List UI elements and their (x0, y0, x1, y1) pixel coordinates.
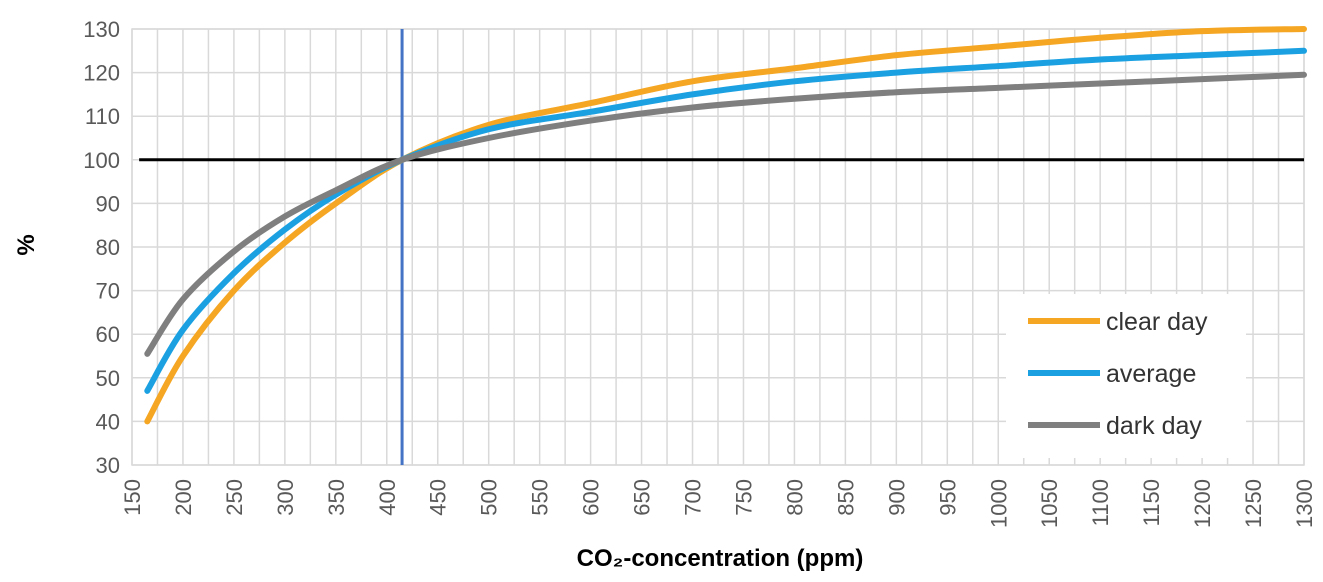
x-tick-label: 1150 (1139, 479, 1164, 526)
y-tick-label: 50 (96, 366, 120, 391)
x-tick-label: 850 (833, 479, 858, 516)
y-tick-label: 90 (96, 191, 120, 216)
x-tick-label: 950 (935, 479, 960, 516)
x-tick-label: 450 (426, 479, 451, 516)
x-tick-label: 200 (171, 479, 196, 516)
reference-lines (139, 29, 1304, 465)
x-tick-label: 1050 (1037, 479, 1062, 528)
series-line-dark-day (144, 71, 1307, 357)
y-tick-label: 30 (96, 453, 120, 478)
x-axis-title: CO₂-concentration (ppm) (577, 545, 864, 572)
y-tick-label: 120 (83, 61, 120, 86)
x-tick-label: 150 (120, 479, 145, 516)
x-tick-label: 700 (681, 479, 706, 516)
legend-label: average (1106, 360, 1196, 388)
y-tick-label: 110 (85, 104, 120, 129)
y-tick-label: 100 (83, 148, 120, 173)
series-lines (144, 26, 1307, 425)
legend-label: dark day (1106, 412, 1202, 440)
x-tick-label: 1000 (986, 479, 1011, 528)
x-tick-label: 900 (884, 479, 909, 516)
x-tick-label: 1100 (1088, 479, 1113, 526)
legend: clear day average dark day (1006, 294, 1246, 458)
x-tick-label: 750 (731, 479, 756, 516)
y-axis-tick-labels: 30 40 50 60 70 80 90 100 110 120 130 (83, 17, 120, 478)
y-tick-label: 60 (96, 322, 120, 347)
y-tick-label: 130 (83, 17, 120, 42)
x-tick-label: 600 (579, 479, 604, 516)
y-tick-label: 70 (96, 279, 120, 304)
x-tick-label: 650 (630, 479, 655, 516)
x-tick-label: 1200 (1190, 479, 1215, 528)
series-line-clear-day (144, 26, 1307, 425)
x-tick-label: 800 (782, 479, 807, 516)
x-tick-label: 550 (528, 479, 553, 516)
x-tick-label: 350 (324, 479, 349, 516)
x-tick-label: 1250 (1241, 479, 1266, 528)
y-tick-label: 40 (96, 409, 120, 434)
y-axis-title: % (13, 234, 40, 255)
x-tick-label: 250 (222, 479, 247, 516)
legend-label: clear day (1106, 308, 1208, 336)
x-axis-tick-labels: 150 200 250 300 350 400 450 500 550 600 650 700 750 8… (120, 479, 1317, 528)
series-line-average (144, 47, 1307, 394)
x-tick-label: 300 (273, 479, 298, 516)
x-tick-label: 500 (477, 479, 502, 516)
x-tick-label: 400 (375, 479, 400, 516)
x-tick-label: 1300 (1292, 479, 1317, 528)
y-tick-label: 80 (96, 235, 120, 260)
